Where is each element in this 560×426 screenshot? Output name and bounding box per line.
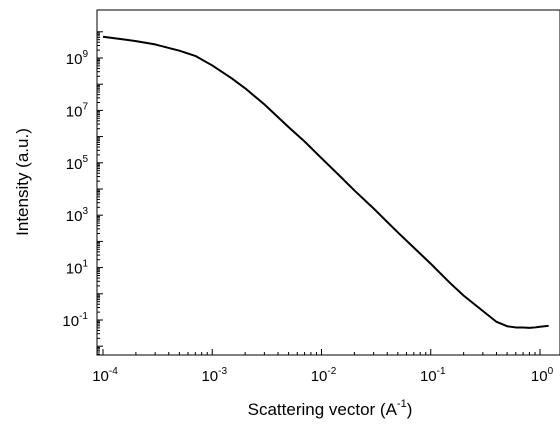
x-tick-label: 10-4 [92, 366, 118, 385]
x-axis-title-main: Scattering vector (A [248, 400, 398, 419]
x-axis-title-end: ) [407, 400, 413, 419]
y-tick-label-base: 10 [66, 261, 83, 278]
y-tick-label-exponent: 5 [82, 154, 88, 165]
y-tick-label-exponent: 9 [82, 49, 88, 60]
y-tick-label: 105 [66, 154, 89, 173]
x-tick-label: 10-1 [420, 366, 446, 385]
x-tick-label-base: 10 [531, 368, 548, 385]
x-tick-label: 100 [531, 366, 554, 385]
x-tick-label-exponent: 0 [548, 366, 554, 377]
y-tick-label-base: 10 [66, 156, 83, 173]
x-tick-label-base: 10 [311, 368, 328, 385]
y-tick-label-base: 10 [66, 208, 83, 225]
x-axis-ticks: 10-4 10-3 10-2 10-1 100 [92, 349, 554, 385]
x-tick-label-base: 10 [420, 368, 437, 385]
y-tick-label-exponent: 7 [82, 101, 88, 112]
y-tick-label: 10-1 [62, 311, 88, 330]
x-tick-label-exponent: -3 [218, 366, 227, 377]
y-tick-label-base: 10 [62, 313, 79, 330]
y-tick-label-exponent: -1 [79, 311, 88, 322]
y-tick-label-base: 10 [66, 51, 83, 68]
y-tick-label: 107 [66, 101, 89, 120]
x-axis-title-superscript: -1 [397, 398, 407, 410]
y-tick-label: 101 [66, 259, 89, 278]
y-tick-label-base: 10 [66, 103, 83, 120]
x-tick-label-exponent: -4 [109, 366, 118, 377]
plot-area-frame [96, 9, 560, 356]
y-tick-label-exponent: 3 [82, 206, 88, 217]
x-tick-label: 10-2 [311, 366, 337, 385]
series-line [102, 35, 549, 329]
x-tick-label-exponent: -1 [437, 366, 446, 377]
x-tick-label: 10-3 [201, 366, 227, 385]
y-axis-title: Intensity (a.u.) [13, 128, 32, 236]
y-tick-label-exponent: 1 [82, 259, 88, 270]
x-tick-label-base: 10 [92, 368, 109, 385]
x-tick-label-base: 10 [201, 368, 218, 385]
x-axis-title: Scattering vector (A-1) [248, 398, 413, 419]
y-tick-label: 103 [66, 206, 89, 225]
y-tick-label: 109 [66, 49, 89, 68]
x-tick-label-exponent: -2 [327, 366, 336, 377]
series-layer [102, 35, 549, 329]
